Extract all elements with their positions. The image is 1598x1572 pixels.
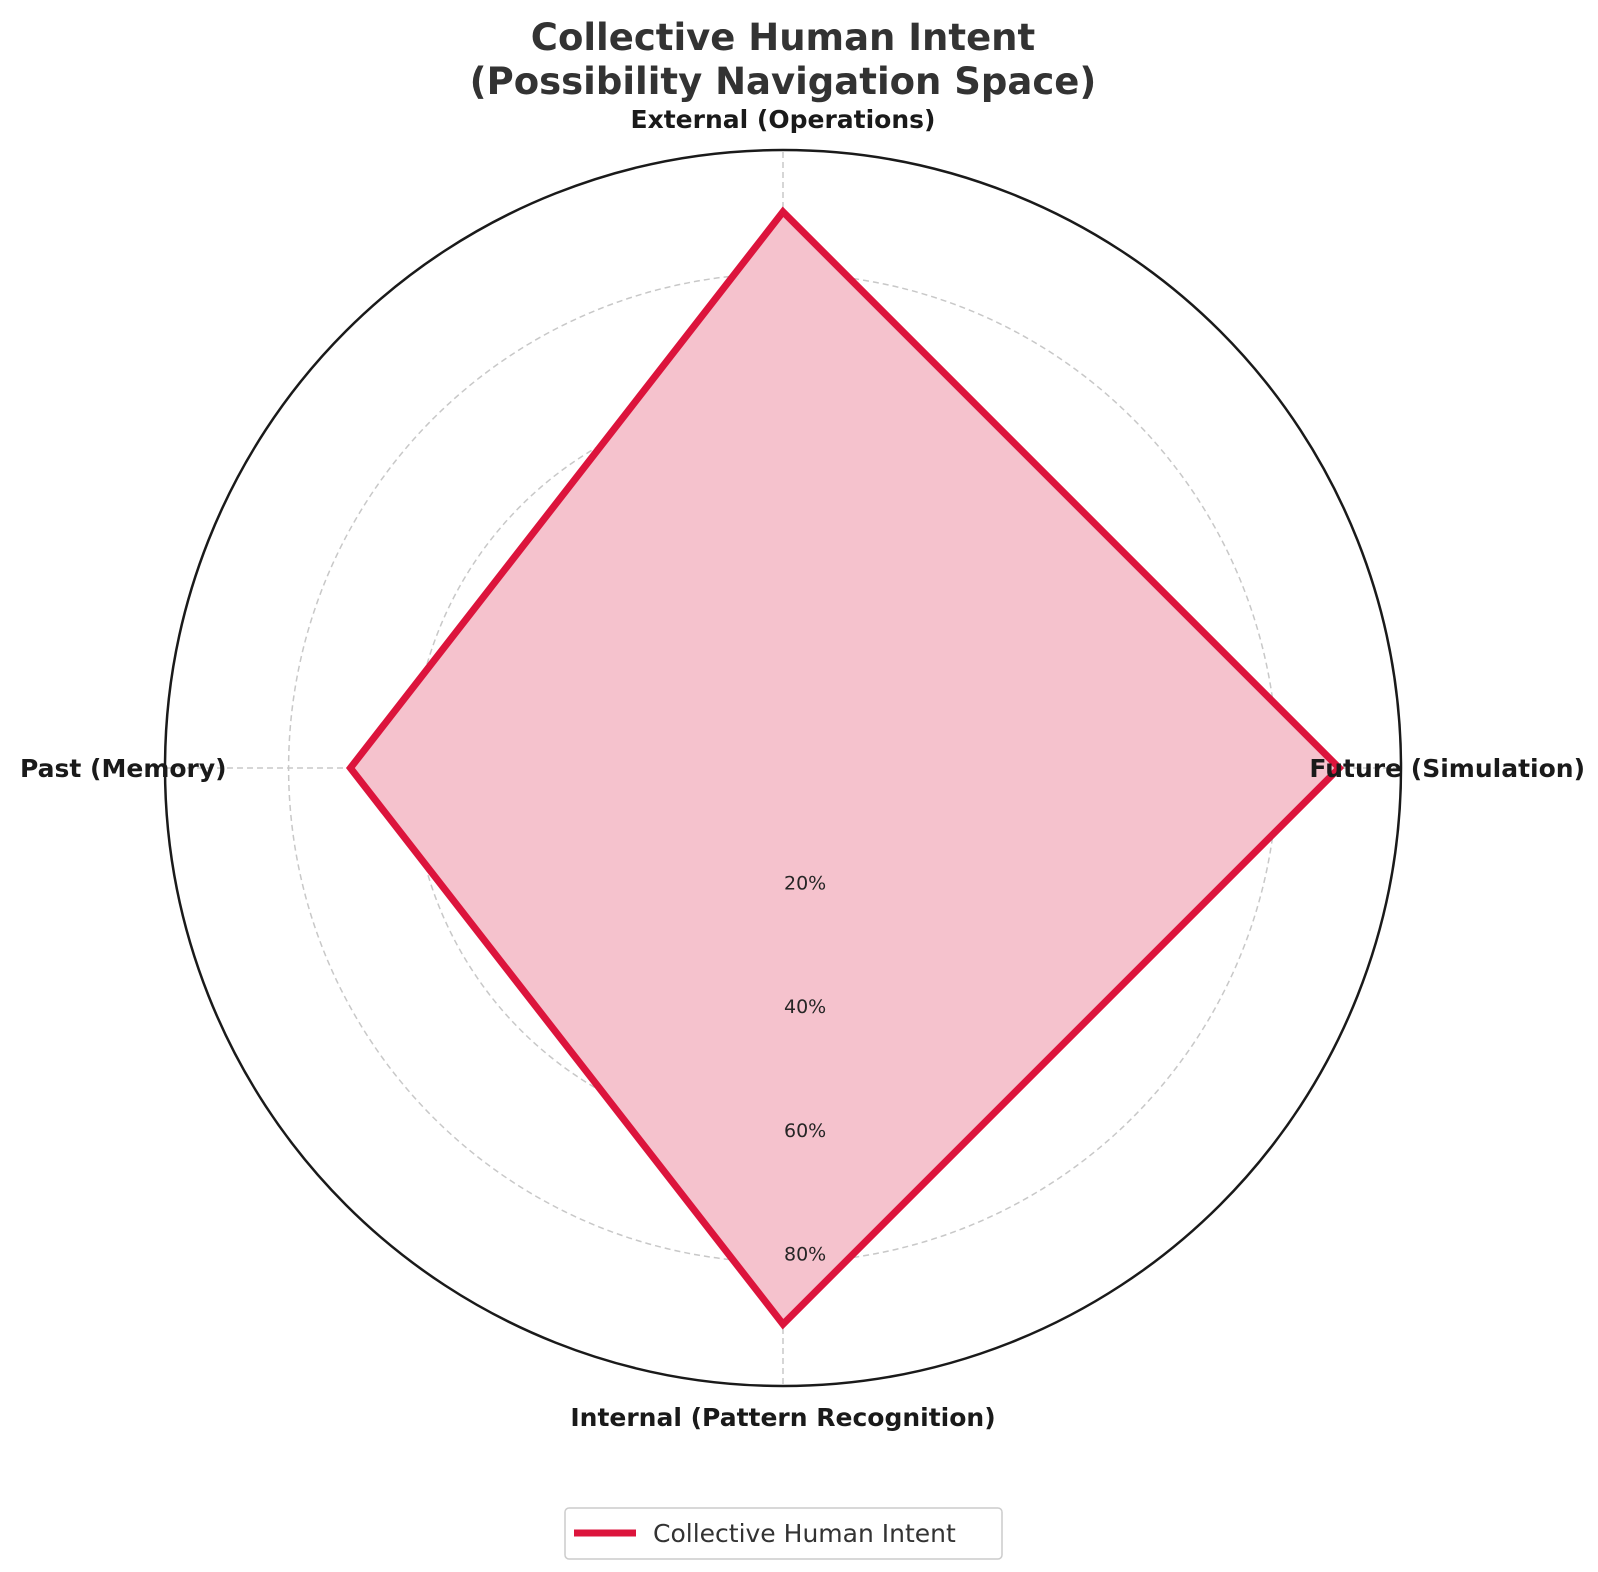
radial-tick-labels: 20% 40% 60% 80% bbox=[784, 873, 826, 1266]
radial-tick-label-80: 80% bbox=[784, 1243, 826, 1265]
radial-tick-label-20: 20% bbox=[784, 873, 826, 895]
legend-box bbox=[564, 1507, 1003, 1560]
chart-title-line-2: (Possibility Navigation Space) bbox=[470, 60, 1097, 103]
radial-tick-label-40: 40% bbox=[784, 996, 826, 1018]
outer-frame-circle bbox=[163, 148, 1403, 1388]
radial-tick-label-60: 60% bbox=[784, 1120, 826, 1142]
series-area-0 bbox=[345, 206, 1345, 1330]
chart-title-line-1: Collective Human Intent bbox=[531, 16, 1035, 59]
axis-label-future: Future (Simulation) bbox=[1309, 754, 1585, 783]
legend-label: Collective Human Intent bbox=[653, 1519, 956, 1548]
series-layer bbox=[345, 206, 1345, 1330]
legend: Collective Human Intent bbox=[564, 1507, 1003, 1560]
axis-label-external: External (Operations) bbox=[631, 105, 936, 134]
chart-title: Collective Human Intent (Possibility Nav… bbox=[470, 16, 1097, 103]
axis-label-internal: Internal (Pattern Recognition) bbox=[570, 1403, 995, 1432]
axis-label-past: Past (Memory) bbox=[20, 754, 227, 783]
axis-labels: External (Operations) Future (Simulation… bbox=[20, 105, 1585, 1432]
